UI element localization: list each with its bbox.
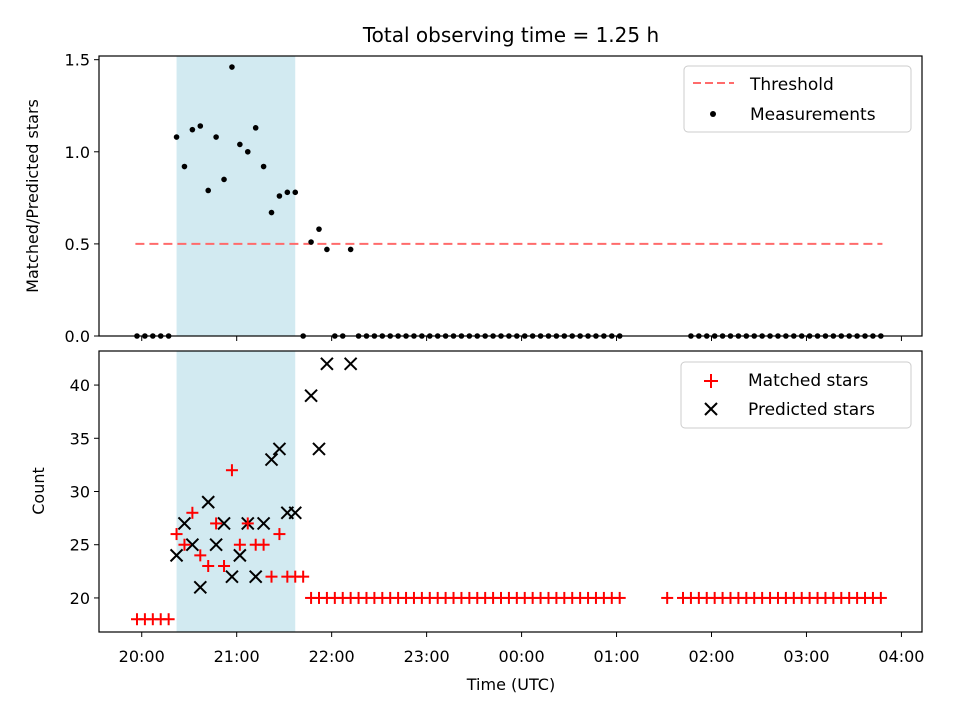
top-y-axis-label: Matched/Predicted stars: [23, 99, 42, 293]
predicted-star-point: [304, 388, 318, 403]
measurement-point: [173, 134, 180, 140]
predicted-star-point: [264, 452, 279, 467]
predicted-star-point: [343, 357, 358, 371]
matched-star-point: [273, 528, 286, 541]
observing-window: [176, 351, 296, 632]
measurement-point: [284, 189, 291, 196]
observing-window: [176, 56, 296, 336]
predicted-star-point: [256, 516, 271, 531]
legend-matched-label: Matched stars: [748, 371, 868, 391]
y-tick-label: 30: [70, 483, 90, 502]
y-tick-label: 40: [70, 376, 90, 395]
measurement-point: [189, 126, 196, 133]
x-tick-label: 21:00: [214, 647, 260, 666]
bottom-panel: 20 25 30 35 40 20:00 21:00 22:00 23:00 00:00 01:0…: [29, 350, 924, 694]
x-tick-label: 01:00: [593, 647, 639, 666]
matched-star-point: [210, 517, 223, 530]
measurement-point: [316, 226, 322, 232]
x-tick-label: 22:00: [309, 647, 355, 666]
bottom-legend: Matched stars Predicted stars: [680, 361, 912, 429]
measurement-point: [260, 163, 267, 170]
x-tick-label: 03:00: [783, 647, 829, 666]
measurement-point: [244, 148, 251, 155]
predicted-star-point: [169, 548, 184, 563]
x-tick-label: 02:00: [688, 647, 734, 666]
predicted-star-point: [217, 516, 231, 531]
legend-predicted-swatch: [704, 402, 718, 416]
matched-star-point: [613, 591, 626, 604]
measurement-point: [181, 163, 188, 170]
top-panel: 0.0 0.5 1.0 1.5 Matched/Predicted stars Thr…: [23, 51, 923, 346]
matched-star-point: [874, 591, 887, 604]
matched-star-point: [162, 613, 175, 626]
predicted-star-point: [201, 495, 215, 509]
measurement-point: [221, 176, 227, 183]
legend-threshold-label: Threshold: [749, 75, 834, 95]
y-tick-label: 1.5: [65, 51, 90, 70]
y-tick-label: 0.0: [65, 327, 90, 346]
chart-title: Total observing time = 1.25 h: [362, 23, 659, 47]
y-tick-label: 1.0: [65, 143, 90, 162]
predicted-star-point: [209, 538, 223, 552]
predicted-star-point: [193, 580, 207, 595]
matched-star-point: [178, 538, 191, 551]
predicted-star-point: [233, 548, 247, 563]
measurement-point: [324, 246, 330, 253]
bottom-y-axis-label: Count: [29, 467, 48, 515]
y-tick-label: 0.5: [65, 235, 90, 254]
measurement-point: [252, 125, 259, 131]
measurement-point: [205, 187, 212, 194]
predicted-star-point: [177, 516, 192, 531]
measurement-point: [213, 134, 219, 140]
matched-star-point: [661, 591, 674, 604]
measurement-point: [276, 193, 283, 199]
measurement-point: [292, 189, 299, 196]
matched-star-point: [257, 538, 270, 551]
x-tick-label: 04:00: [878, 647, 924, 666]
matched-star-point: [170, 528, 183, 541]
x-axis-label: Time (UTC): [466, 675, 555, 694]
measurement-point: [197, 123, 204, 129]
top-legend: Threshold Measurements: [683, 65, 912, 133]
predicted-star-point: [185, 538, 200, 552]
matched-star-point: [202, 560, 215, 573]
legend-measurements-label: Measurements: [750, 105, 876, 125]
measurement-point: [229, 64, 235, 70]
y-tick-label: 25: [70, 536, 90, 555]
predicted-star-point: [248, 569, 263, 584]
x-tick-label: 20:00: [119, 647, 165, 666]
measurement-point: [347, 246, 354, 253]
predicted-star-point: [312, 442, 326, 456]
matched-star-point: [241, 517, 254, 530]
predicted-star-point: [225, 569, 239, 584]
y-tick-label: 20: [70, 589, 90, 608]
predicted-star-point: [272, 442, 287, 456]
x-tick-label: 23:00: [404, 647, 450, 666]
legend-measurements-swatch: [710, 111, 716, 117]
measurement-point: [268, 209, 275, 216]
x-tick-label: 00:00: [499, 647, 545, 666]
predicted-star-point: [288, 506, 302, 520]
y-tick-label: 35: [70, 429, 90, 448]
matched-star-point: [297, 570, 310, 583]
matched-star-point: [186, 506, 199, 519]
predicted-star-point: [320, 357, 334, 371]
legend-predicted-label: Predicted stars: [748, 400, 875, 420]
legend-matched-swatch: [704, 374, 718, 388]
matched-star-point: [194, 549, 207, 562]
matched-star-point: [233, 538, 246, 551]
top-axes-frame: [98, 55, 923, 337]
matched-star-point: [225, 464, 238, 477]
matched-star-point: [218, 560, 231, 573]
measurement-point: [237, 141, 243, 148]
matched-star-point: [265, 570, 278, 583]
measurement-point: [308, 239, 314, 245]
